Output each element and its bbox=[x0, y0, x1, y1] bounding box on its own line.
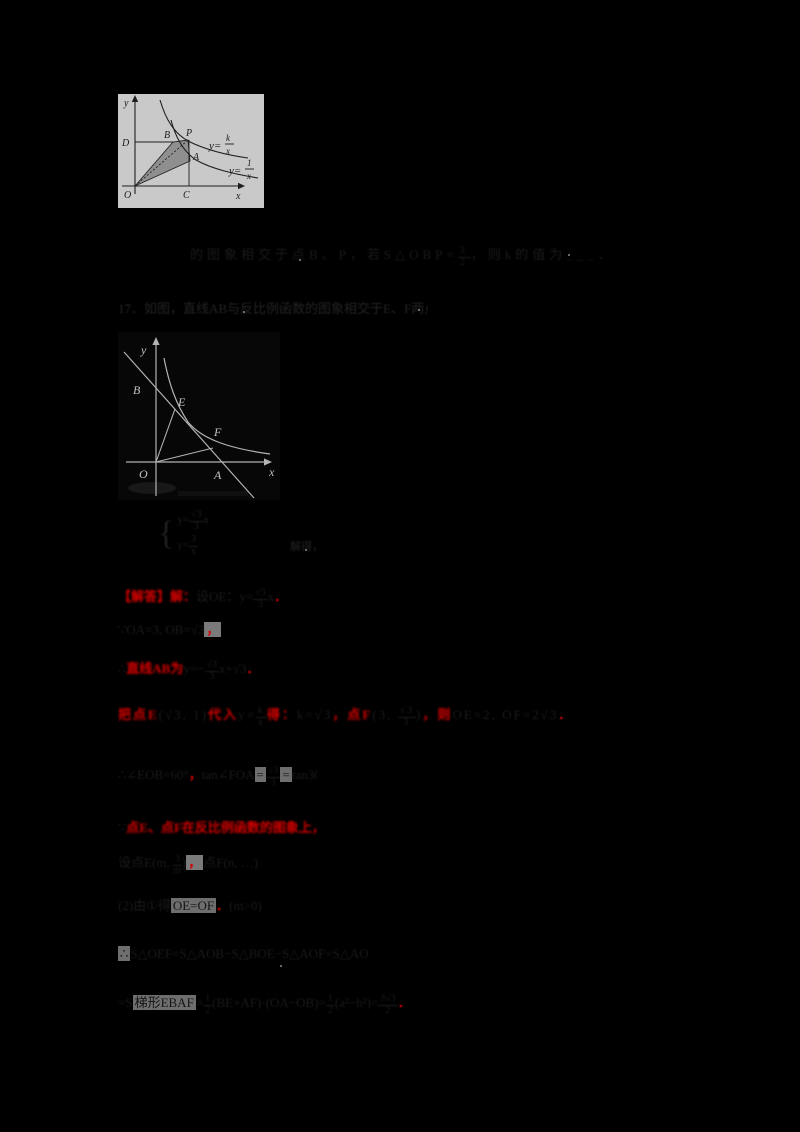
fraction: 3√3 2 bbox=[378, 994, 398, 1016]
fig1-label-x: x bbox=[235, 191, 241, 202]
highlighted-comma: ， bbox=[204, 622, 222, 637]
fig2-label-E: E bbox=[177, 395, 186, 409]
fig1-label-D: D bbox=[121, 138, 130, 149]
svg-text:x: x bbox=[225, 146, 230, 156]
hyperbola-branch bbox=[163, 357, 271, 455]
speck bbox=[418, 309, 420, 311]
problem-line-2-text: 17．如图，直线AB与反比例函数的图象相交于E、F两点，连接OE、OF． bbox=[118, 301, 428, 316]
y-axis-arrow-icon bbox=[152, 337, 160, 345]
svg-text:k: k bbox=[226, 133, 231, 143]
svg-text:y=: y= bbox=[228, 165, 241, 177]
speck bbox=[568, 254, 570, 256]
answer-line-7: 设点E(m, 3 m)，点F(n, …) bbox=[118, 854, 259, 876]
highlighted-therefore: ∴ bbox=[118, 946, 131, 961]
highlighted-comma: ， bbox=[186, 855, 204, 870]
system-row-1: y= √3 3 x bbox=[177, 509, 210, 532]
segment-OF bbox=[155, 447, 214, 463]
svg-text:x: x bbox=[246, 171, 251, 181]
fig2-label-F: F bbox=[213, 425, 222, 439]
highlighted-trapezoid: 梯形EBAF bbox=[132, 995, 196, 1010]
fraction: √3 3 bbox=[189, 509, 204, 532]
speck bbox=[299, 259, 301, 261]
answer-line-9: ∴S△OEF=S△AOB−S△BOE−S△AOF=S△AOB−2S△BOE． bbox=[118, 946, 368, 961]
answer-line-10: =S 梯形EBAF = 1 2 (BE+AF)·(OA−OB)= 1 2 (a²−b²)= 3√3… bbox=[118, 994, 411, 1016]
y-axis-arrow-icon bbox=[131, 95, 139, 102]
answer-line-8: (2)由①得 OE=OF ．(m>0) bbox=[118, 898, 262, 913]
speck bbox=[243, 311, 245, 313]
answer-line-5: ∴∠EOB=60°，tan∠FOA=√33=tan30°， bbox=[118, 766, 318, 788]
fraction: √3 3 bbox=[397, 706, 417, 728]
answer-line-6: ∵点E、点F在反比例函数的图象上， bbox=[118, 820, 325, 835]
fig1-label-C: C bbox=[183, 190, 190, 201]
highlighted-equals: = bbox=[254, 767, 266, 782]
problem-line-1-text: 的图象相交于点B、P，若S△OBP= bbox=[190, 247, 458, 262]
fig2-label-x: x bbox=[268, 465, 275, 479]
fig1-label-O: O bbox=[124, 190, 131, 201]
fig2-label-O: O bbox=[139, 467, 148, 481]
fraction: √3 3 bbox=[265, 766, 281, 788]
answer-line-4: 把点E(√3, 1)代入y= k x 得：k=√3，点F(3, √3 3)，则OE=2,… bbox=[118, 706, 574, 728]
hyperbola-1-over-x bbox=[170, 119, 259, 179]
segment-OE bbox=[155, 408, 176, 463]
fig1-eq2-label: y= 1 x bbox=[228, 158, 254, 181]
fig2-label-y: y bbox=[140, 343, 147, 357]
fraction: √3 3 bbox=[253, 588, 268, 610]
fig1-label-A: A bbox=[192, 152, 200, 163]
answer-line-3: ∴直线AB为y=− √3 3 x+√3． bbox=[118, 660, 260, 682]
figure2-smudge-2 bbox=[178, 491, 248, 496]
hyperbola-k-over-x bbox=[159, 99, 249, 159]
highlighted-equals: = bbox=[280, 767, 292, 782]
x-axis-arrow-icon bbox=[264, 458, 272, 466]
answer-heading: 【解答】解： bbox=[118, 589, 197, 604]
x-axis-arrow-icon bbox=[238, 182, 245, 190]
figure1-background bbox=[118, 94, 264, 208]
fig1-eq1-label: y= k x bbox=[208, 133, 234, 156]
fig1-label-P: P bbox=[185, 128, 192, 139]
fraction: √3 3 bbox=[204, 660, 220, 682]
line-AB bbox=[123, 351, 255, 499]
system-row-2: y= 3 x bbox=[177, 534, 199, 557]
answer-line-2: ∵OA=3, OB=√3， bbox=[118, 622, 222, 637]
svg-text:1: 1 bbox=[247, 158, 252, 168]
highlighted-expression: OE=OF bbox=[170, 898, 217, 913]
problem-line-2: 17．如图，直线AB与反比例函数的图象相交于E、F两点，连接OE、OF． bbox=[118, 301, 428, 318]
equation-system: { y= √3 3 x y= 3 x bbox=[158, 509, 210, 557]
fig2-label-B: B bbox=[133, 383, 141, 397]
answer-line-1: 【解答】解：设OE：y= √3 3 x． bbox=[118, 588, 288, 610]
fig1-label-B: B bbox=[164, 130, 170, 141]
problem-line-1: 的图象相交于点B、P，若S△OBP= 3 2 ，则k的值为___． bbox=[190, 246, 615, 268]
figure2-smudge bbox=[128, 482, 176, 494]
fig2-label-A: A bbox=[213, 468, 222, 482]
speck bbox=[305, 549, 307, 551]
speck bbox=[280, 965, 282, 967]
solve-note: 解得， bbox=[290, 541, 323, 553]
hyperbola-quadrilateral-figure: y D B P A O C x y= k x y= 1 x bbox=[118, 94, 264, 208]
system-brace: { bbox=[158, 514, 175, 552]
svg-text:y=: y= bbox=[208, 140, 221, 152]
line-hyperbola-triangle-figure: y B E F O A x bbox=[118, 332, 280, 500]
fig1-label-y: y bbox=[123, 98, 129, 109]
figure2-background bbox=[118, 332, 280, 500]
